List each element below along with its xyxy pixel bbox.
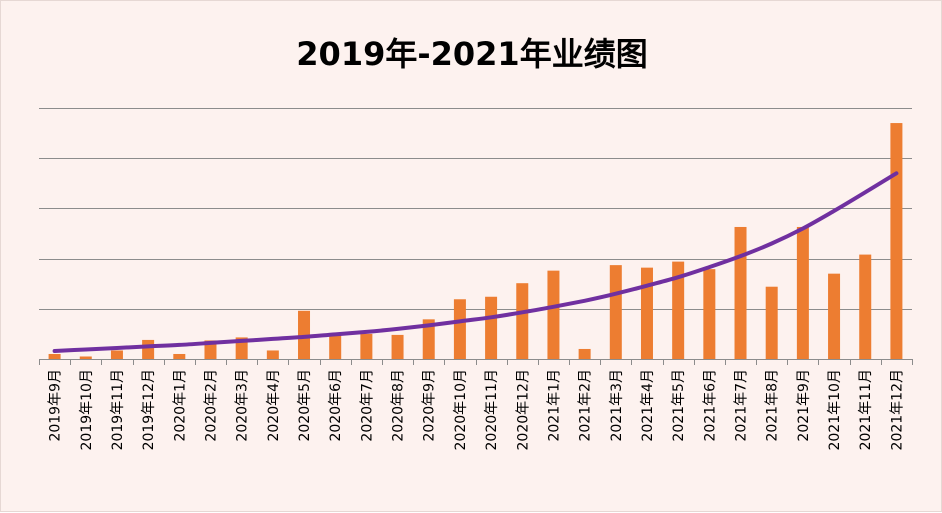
bar-18 [578, 348, 591, 359]
x-tick-label: 2020年6月 [328, 369, 344, 442]
x-tick-label: 2021年10月 [827, 369, 843, 450]
bar-23 [734, 226, 747, 359]
bar-11 [360, 333, 373, 359]
x-tick-label: 2021年7月 [734, 369, 750, 442]
bar-28 [890, 123, 903, 359]
x-tick-label: 2019年9月 [48, 369, 64, 442]
bar-26 [828, 273, 841, 359]
x-tick-label: 2021年11月 [858, 369, 874, 450]
x-tick-label: 2021年2月 [578, 369, 594, 442]
bar-27 [859, 254, 872, 359]
x-tick-label: 2020年2月 [204, 369, 220, 442]
x-tick-label: 2021年3月 [609, 369, 625, 442]
x-tick-label: 2020年9月 [422, 369, 438, 442]
x-tick-label: 2020年3月 [235, 369, 251, 442]
bar-3 [110, 350, 123, 359]
bar-4 [142, 339, 155, 359]
bar-24 [765, 286, 778, 359]
x-tick-label: 2020年10月 [453, 369, 469, 450]
x-tick-label: 2020年1月 [172, 369, 188, 442]
x-tick-label: 2020年8月 [391, 369, 407, 442]
x-tick-label: 2019年10月 [79, 369, 95, 450]
bar-13 [422, 319, 435, 359]
x-tick-label: 2021年6月 [702, 369, 718, 442]
x-tick-label: 2019年11月 [110, 369, 126, 450]
trendline-series [52, 171, 899, 353]
x-axis [39, 359, 913, 365]
bar-19 [609, 265, 622, 359]
x-tick-label: 2020年12月 [515, 369, 531, 450]
bar-20 [640, 267, 653, 359]
bar-22 [703, 269, 716, 359]
x-tick-label: 2021年5月 [671, 369, 687, 442]
bar-21 [672, 261, 685, 359]
bar-25 [796, 226, 809, 359]
bar-16 [516, 283, 529, 359]
bar-1 [48, 353, 61, 359]
x-tick-label: 2021年4月 [640, 369, 656, 442]
x-tick-label: 2020年5月 [297, 369, 313, 442]
bar-10 [329, 335, 342, 359]
bar-12 [391, 334, 404, 359]
x-tick-label: 2020年4月 [266, 369, 282, 442]
x-tick-label: 2020年7月 [359, 369, 375, 442]
x-tick-label: 2021年9月 [796, 369, 812, 442]
x-tick-label: 2019年12月 [141, 369, 157, 450]
x-axis-labels: 2019年9月 2019年10月 2019年11月 2019年12月 2020年1月 20… [48, 369, 906, 451]
x-tick-label: 2021年1月 [546, 369, 562, 442]
x-tick-label: 2021年8月 [765, 369, 781, 442]
bar-2 [79, 356, 92, 359]
x-tick-label: 2020年11月 [484, 369, 500, 450]
bar-15 [485, 296, 498, 359]
bar-17 [547, 270, 560, 359]
bar-series [48, 123, 903, 359]
x-tick-label: 2021年12月 [889, 369, 905, 450]
trendline [52, 171, 899, 353]
chart-title: 2019年-2021年业绩图 [296, 35, 648, 73]
bar-5 [173, 353, 186, 359]
gridlines [39, 108, 912, 310]
bar-14 [453, 299, 466, 359]
bar-8 [266, 350, 279, 359]
